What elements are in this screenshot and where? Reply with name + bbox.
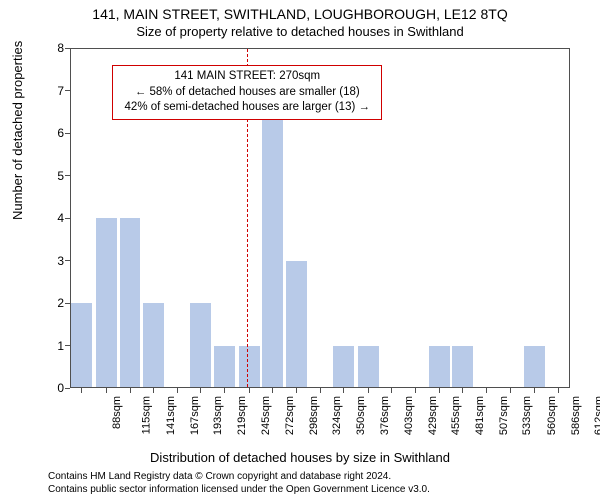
x-tick-label: 455sqm — [451, 396, 463, 435]
x-tick-label: 324sqm — [332, 396, 344, 435]
distribution-bar-chart: 01234567888sqm115sqm141sqm167sqm193sqm21… — [70, 48, 570, 388]
x-tick-label: 586sqm — [570, 396, 582, 435]
x-tick — [486, 388, 487, 393]
bar — [286, 261, 307, 388]
bar — [239, 346, 260, 388]
y-tick — [65, 48, 70, 49]
y-tick-label: 1 — [40, 339, 64, 353]
y-tick-label: 8 — [40, 41, 64, 55]
x-tick — [272, 388, 273, 393]
x-tick — [510, 388, 511, 393]
x-tick-label: 612sqm — [593, 396, 600, 435]
x-tick-label: 141sqm — [165, 396, 177, 435]
y-tick — [65, 388, 70, 389]
bar — [120, 218, 141, 387]
x-tick — [415, 388, 416, 393]
x-tick — [153, 388, 154, 393]
x-tick — [249, 388, 250, 393]
y-tick — [65, 175, 70, 176]
x-tick-label: 245sqm — [260, 396, 272, 435]
page-title: 141, MAIN STREET, SWITHLAND, LOUGHBOROUG… — [0, 6, 600, 22]
x-tick-label: 533sqm — [522, 396, 534, 435]
bar — [71, 303, 92, 387]
bar — [333, 346, 354, 388]
x-tick — [296, 388, 297, 393]
x-tick — [81, 388, 82, 393]
page: 141, MAIN STREET, SWITHLAND, LOUGHBOROUG… — [0, 0, 600, 500]
y-tick-label: 0 — [40, 381, 64, 395]
y-tick — [65, 345, 70, 346]
x-tick-label: 193sqm — [212, 396, 224, 435]
y-tick-label: 2 — [40, 296, 64, 310]
x-tick-label: 88sqm — [111, 396, 123, 429]
y-tick — [65, 133, 70, 134]
x-tick — [224, 388, 225, 393]
x-tick-label: 560sqm — [546, 396, 558, 435]
bar — [358, 346, 379, 388]
x-tick — [558, 388, 559, 393]
bar — [190, 303, 211, 387]
x-tick-label: 376sqm — [379, 396, 391, 435]
y-tick-label: 3 — [40, 254, 64, 268]
x-tick-label: 219sqm — [236, 396, 248, 435]
bar — [214, 346, 235, 388]
x-tick-label: 167sqm — [189, 396, 201, 435]
x-tick — [391, 388, 392, 393]
bar — [262, 91, 283, 388]
bar — [452, 346, 473, 388]
y-tick — [65, 260, 70, 261]
x-tick — [130, 388, 131, 393]
y-tick-label: 5 — [40, 169, 64, 183]
annotation-box: 141 MAIN STREET: 270sqm← 58% of detached… — [112, 65, 382, 120]
x-tick — [106, 388, 107, 393]
x-axis-label: Distribution of detached houses by size … — [0, 450, 600, 465]
footnote-line-2: Contains public sector information licen… — [48, 483, 568, 496]
footnote-line-1: Contains HM Land Registry data © Crown c… — [48, 470, 568, 483]
page-subtitle: Size of property relative to detached ho… — [0, 24, 600, 39]
x-tick — [462, 388, 463, 393]
x-tick — [368, 388, 369, 393]
x-tick — [439, 388, 440, 393]
x-tick — [200, 388, 201, 393]
y-tick — [65, 90, 70, 91]
annotation-line: 141 MAIN STREET: 270sqm — [119, 69, 375, 85]
y-tick-label: 4 — [40, 211, 64, 225]
bar — [429, 346, 450, 388]
bar — [96, 218, 117, 387]
annotation-line: ← 58% of detached houses are smaller (18… — [119, 85, 375, 101]
x-tick — [320, 388, 321, 393]
x-tick-label: 298sqm — [308, 396, 320, 435]
x-tick — [177, 388, 178, 393]
y-tick — [65, 218, 70, 219]
x-tick-label: 429sqm — [427, 396, 439, 435]
x-tick-label: 115sqm — [141, 396, 153, 434]
y-tick-label: 6 — [40, 126, 64, 140]
x-tick-label: 403sqm — [403, 396, 415, 435]
x-tick-label: 507sqm — [498, 396, 510, 435]
bar — [143, 303, 164, 387]
y-axis-label: Number of detached properties — [10, 41, 25, 220]
x-tick-label: 350sqm — [355, 396, 367, 435]
x-tick — [343, 388, 344, 393]
bar — [524, 346, 545, 388]
x-tick-label: 481sqm — [474, 396, 486, 435]
y-tick — [65, 303, 70, 304]
x-tick-label: 272sqm — [284, 396, 296, 435]
y-tick-label: 7 — [40, 84, 64, 98]
x-tick — [534, 388, 535, 393]
annotation-line: 42% of semi-detached houses are larger (… — [119, 100, 375, 116]
